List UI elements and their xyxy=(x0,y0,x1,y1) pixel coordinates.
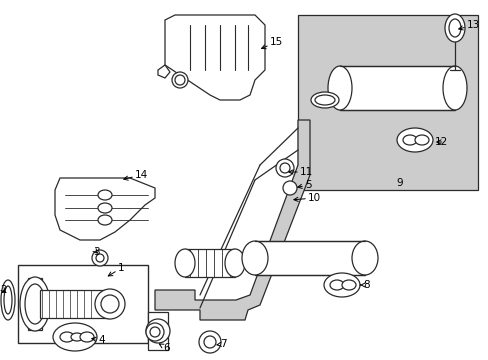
Polygon shape xyxy=(297,15,477,190)
Ellipse shape xyxy=(4,286,12,314)
Ellipse shape xyxy=(60,332,74,342)
Polygon shape xyxy=(148,312,168,350)
Text: 8: 8 xyxy=(360,280,369,290)
Ellipse shape xyxy=(442,66,466,110)
Text: 2: 2 xyxy=(0,285,7,295)
Polygon shape xyxy=(40,290,110,318)
Text: 13: 13 xyxy=(458,20,479,30)
Text: 11: 11 xyxy=(288,167,313,177)
Ellipse shape xyxy=(101,295,119,313)
Ellipse shape xyxy=(150,327,160,337)
Ellipse shape xyxy=(324,273,359,297)
Text: 14: 14 xyxy=(123,170,148,180)
Ellipse shape xyxy=(329,280,343,290)
Ellipse shape xyxy=(448,19,460,37)
Ellipse shape xyxy=(351,241,377,275)
Ellipse shape xyxy=(98,190,112,200)
Ellipse shape xyxy=(80,332,94,342)
Text: 3: 3 xyxy=(93,247,100,257)
Ellipse shape xyxy=(402,135,416,145)
Ellipse shape xyxy=(283,181,296,195)
Ellipse shape xyxy=(314,95,334,105)
Polygon shape xyxy=(184,249,235,277)
Text: 9: 9 xyxy=(396,178,403,188)
Text: 7: 7 xyxy=(217,339,226,349)
Ellipse shape xyxy=(224,249,244,277)
Ellipse shape xyxy=(310,92,338,108)
Ellipse shape xyxy=(98,203,112,213)
Ellipse shape xyxy=(172,72,187,88)
Ellipse shape xyxy=(444,14,464,42)
Polygon shape xyxy=(339,66,454,110)
Ellipse shape xyxy=(146,319,170,343)
Ellipse shape xyxy=(341,280,355,290)
Polygon shape xyxy=(254,241,364,275)
Ellipse shape xyxy=(275,159,293,177)
Ellipse shape xyxy=(414,135,428,145)
Polygon shape xyxy=(28,278,42,330)
Ellipse shape xyxy=(199,331,221,353)
Ellipse shape xyxy=(95,289,125,319)
Text: 10: 10 xyxy=(293,193,321,203)
Ellipse shape xyxy=(71,333,83,341)
Ellipse shape xyxy=(280,163,289,173)
Bar xyxy=(18,265,148,343)
Polygon shape xyxy=(155,120,309,320)
Ellipse shape xyxy=(396,128,432,152)
Polygon shape xyxy=(158,65,170,78)
Ellipse shape xyxy=(203,336,216,348)
Ellipse shape xyxy=(146,323,163,341)
Ellipse shape xyxy=(242,241,267,275)
Ellipse shape xyxy=(175,75,184,85)
Text: 4: 4 xyxy=(92,335,104,345)
Ellipse shape xyxy=(98,215,112,225)
Text: 15: 15 xyxy=(261,37,283,49)
Text: 12: 12 xyxy=(434,137,447,147)
Ellipse shape xyxy=(327,66,351,110)
Ellipse shape xyxy=(53,323,97,351)
Ellipse shape xyxy=(25,284,45,324)
Ellipse shape xyxy=(1,280,15,320)
Polygon shape xyxy=(55,178,155,240)
Ellipse shape xyxy=(20,277,50,331)
Ellipse shape xyxy=(92,250,108,266)
Ellipse shape xyxy=(175,249,195,277)
Text: 5: 5 xyxy=(297,180,311,190)
Text: 6: 6 xyxy=(159,343,169,353)
Polygon shape xyxy=(164,15,264,100)
Text: 1: 1 xyxy=(108,263,124,276)
Ellipse shape xyxy=(96,254,104,262)
